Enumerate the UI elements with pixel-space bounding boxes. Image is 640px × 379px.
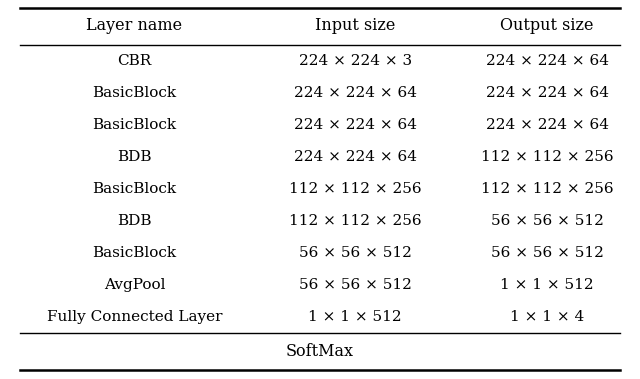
Text: 56 × 56 × 512: 56 × 56 × 512 [491, 214, 604, 228]
Text: 224 × 224 × 64: 224 × 224 × 64 [294, 86, 417, 100]
Text: 224 × 224 × 64: 224 × 224 × 64 [294, 118, 417, 132]
Text: 224 × 224 × 64: 224 × 224 × 64 [486, 86, 609, 100]
Text: 56 × 56 × 512: 56 × 56 × 512 [299, 278, 412, 292]
Text: BDB: BDB [117, 150, 152, 164]
Text: SoftMax: SoftMax [286, 343, 354, 360]
Text: BasicBlock: BasicBlock [92, 86, 177, 100]
Text: Layer name: Layer name [86, 17, 182, 33]
Text: Output size: Output size [500, 17, 594, 33]
Text: CBR: CBR [117, 54, 152, 68]
Text: BasicBlock: BasicBlock [92, 182, 177, 196]
Text: AvgPool: AvgPool [104, 278, 165, 292]
Text: 224 × 224 × 3: 224 × 224 × 3 [299, 54, 412, 68]
Text: 56 × 56 × 512: 56 × 56 × 512 [491, 246, 604, 260]
Text: 224 × 224 × 64: 224 × 224 × 64 [294, 150, 417, 164]
Text: Fully Connected Layer: Fully Connected Layer [47, 310, 222, 324]
Text: BasicBlock: BasicBlock [92, 118, 177, 132]
Text: 112 × 112 × 256: 112 × 112 × 256 [481, 150, 614, 164]
Text: 1 × 1 × 512: 1 × 1 × 512 [308, 310, 402, 324]
Text: 1 × 1 × 512: 1 × 1 × 512 [500, 278, 594, 292]
Text: 56 × 56 × 512: 56 × 56 × 512 [299, 246, 412, 260]
Text: Input size: Input size [315, 17, 396, 33]
Text: 112 × 112 × 256: 112 × 112 × 256 [289, 182, 422, 196]
Text: 224 × 224 × 64: 224 × 224 × 64 [486, 54, 609, 68]
Text: 1 × 1 × 4: 1 × 1 × 4 [510, 310, 584, 324]
Text: 224 × 224 × 64: 224 × 224 × 64 [486, 118, 609, 132]
Text: BasicBlock: BasicBlock [92, 246, 177, 260]
Text: 112 × 112 × 256: 112 × 112 × 256 [289, 214, 422, 228]
Text: 112 × 112 × 256: 112 × 112 × 256 [481, 182, 614, 196]
Text: BDB: BDB [117, 214, 152, 228]
